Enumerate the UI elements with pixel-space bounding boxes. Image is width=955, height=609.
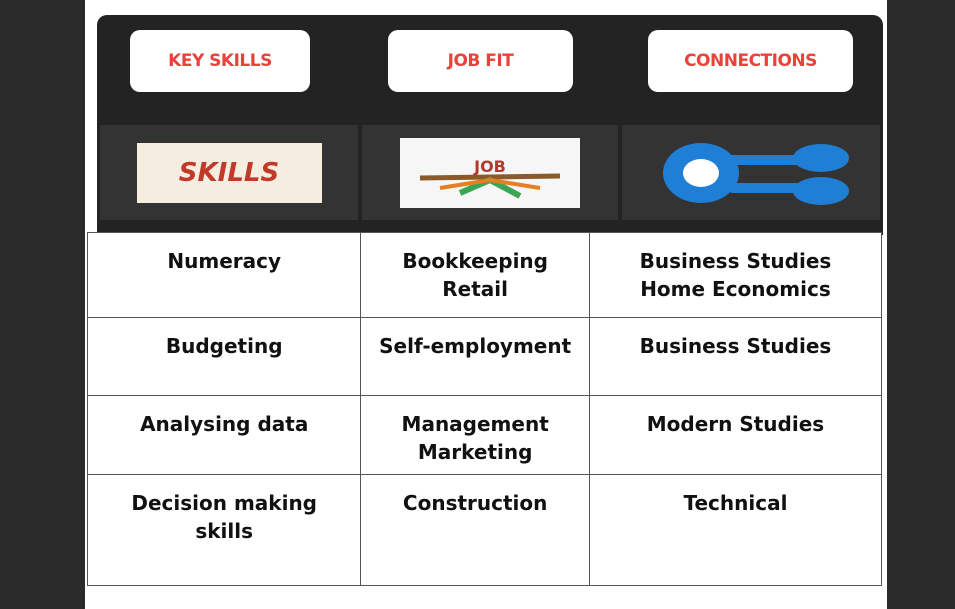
cell-line: Modern Studies	[646, 412, 825, 436]
table-cell: Business Studies	[588, 317, 883, 396]
cell-line: Technical	[683, 491, 788, 515]
cell-line: Self-employment	[379, 334, 572, 358]
cell-line: Budgeting	[165, 334, 283, 358]
skills-icon: SKILLS	[100, 125, 358, 220]
cell-line: Business Studies	[639, 334, 832, 358]
table-cell: Budgeting	[86, 317, 362, 396]
cell-line: Analysing data	[140, 412, 309, 436]
skills-table: Numeracy Bookkeeping Retail Business Studie…	[86, 232, 883, 586]
table-row: Analysing data Management Marketing Modern …	[86, 395, 883, 475]
table-cell: Modern Studies	[588, 395, 883, 475]
cell-line: Marketing	[417, 440, 533, 464]
table-cell: Management Marketing	[360, 395, 590, 475]
tab[interactable]: CONNECTIONS	[648, 30, 853, 92]
connections-image	[663, 142, 849, 205]
table-cell: Self-employment	[360, 317, 590, 396]
tab[interactable]: JOB FIT	[388, 30, 573, 92]
left-bar	[0, 0, 85, 609]
cell-line: Construction	[402, 491, 548, 515]
icon-text: SKILLS	[178, 158, 278, 188]
cell-line: Retail	[442, 277, 509, 301]
skills-image: SKILLS	[136, 142, 322, 203]
job-icon: JOB	[362, 125, 618, 220]
cell-line: Management	[401, 412, 549, 436]
job-image: JOB	[400, 137, 580, 208]
cell-line: Bookkeeping	[402, 249, 548, 273]
table-cell: Technical	[588, 474, 883, 586]
table-cell: Numeracy	[86, 232, 362, 318]
table-cell: Decision making skills	[86, 474, 362, 586]
table-row: Decision making skills Construction Techni…	[86, 474, 883, 586]
tab[interactable]: KEY SKILLS	[130, 30, 310, 92]
cell-line: Numeracy	[167, 249, 282, 273]
table-cell: Bookkeeping Retail	[360, 232, 590, 318]
cell-line: Home Economics	[640, 277, 831, 301]
table-row: Numeracy Bookkeeping Retail Business Studie…	[86, 232, 883, 318]
table-cell: Analysing data	[86, 395, 362, 475]
icon-text: JOB	[473, 157, 506, 176]
table-row: Budgeting Self-employment Business Studies	[86, 317, 883, 396]
cell-line: Business Studies	[639, 249, 832, 273]
right-bar	[887, 0, 955, 609]
connections-icon	[622, 125, 880, 220]
table-cell: Business Studies Home Economics	[588, 232, 883, 318]
table-cell: Construction	[360, 474, 590, 586]
cell-line: Decision making skills	[131, 491, 317, 543]
